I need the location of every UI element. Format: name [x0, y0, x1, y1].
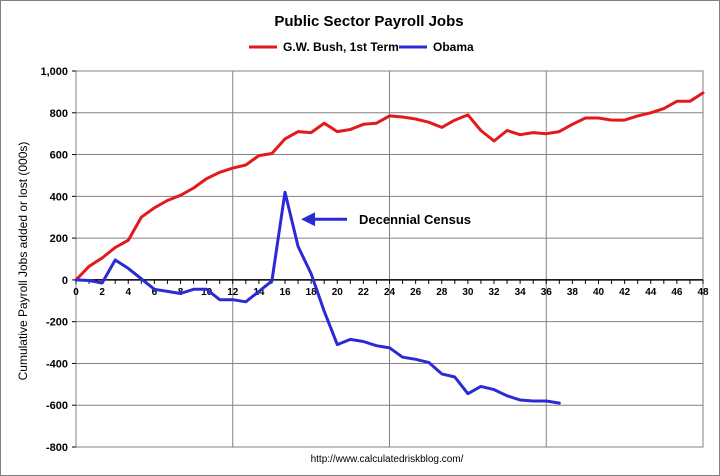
- x-tick-label: 2: [99, 287, 105, 298]
- y-tick-label: 1,000: [40, 66, 68, 78]
- y-tick-label: 800: [50, 108, 68, 120]
- x-tick-label: 42: [619, 287, 631, 298]
- x-tick-label: 10: [201, 287, 213, 298]
- annotation-arrow-head: [301, 212, 316, 227]
- y-tick-label: 600: [50, 150, 68, 162]
- x-tick-label: 30: [462, 287, 474, 298]
- x-tick-label: 38: [567, 287, 579, 298]
- y-axis-label: Cumulative Payroll Jobs added or lost (0…: [16, 142, 30, 381]
- y-tick-label: 400: [50, 191, 68, 203]
- x-tick-label: 18: [306, 287, 318, 298]
- grid: [76, 70, 703, 448]
- x-tick-label: 46: [671, 287, 683, 298]
- y-tick-label: -400: [46, 358, 68, 370]
- x-tick-label: 0: [73, 287, 79, 298]
- legend-label-obama: Obama: [433, 40, 474, 54]
- annotation: Decennial Census: [301, 212, 471, 227]
- x-tick-label: 44: [645, 287, 657, 298]
- y-tick-label: -200: [46, 317, 68, 329]
- x-tick-label: 6: [152, 287, 158, 298]
- plot-area: [75, 70, 704, 448]
- x-tick-label: 28: [436, 287, 448, 298]
- y-axis-ticks: -800 -600 -400 -200 0 200 400 600 800 1,000: [40, 66, 76, 454]
- x-tick-label: 32: [488, 287, 500, 298]
- y-tick-label: 0: [62, 275, 68, 287]
- y-tick-label: -800: [46, 442, 68, 454]
- x-tick-label: 40: [593, 287, 605, 298]
- legend: G.W. Bush, 1st Term Obama: [249, 40, 474, 54]
- y-tick-label: -600: [46, 400, 68, 412]
- x-axis-ticks: 0 2 4 6 8 10 12 14 16 18 20 22 24 26 28 30 32 34 36 38 40 42 4…: [73, 279, 709, 298]
- x-tick-label: 48: [697, 287, 709, 298]
- legend-label-bush: G.W. Bush, 1st Term: [283, 40, 399, 54]
- x-tick-label: 16: [279, 287, 291, 298]
- source-url: http://www.calculatedriskblog.com/: [311, 454, 464, 465]
- annotation-label: Decennial Census: [359, 212, 471, 227]
- x-tick-label: 36: [541, 287, 553, 298]
- x-tick-label: 24: [384, 287, 396, 298]
- chart-title: Public Sector Payroll Jobs: [274, 13, 463, 30]
- x-tick-label: 26: [410, 287, 422, 298]
- x-tick-label: 34: [515, 287, 527, 298]
- y-tick-label: 200: [50, 233, 68, 245]
- x-tick-label: 22: [358, 287, 370, 298]
- x-tick-label: 4: [125, 287, 131, 298]
- series-line-bush: [74, 91, 705, 282]
- series-line-obama: [74, 190, 561, 405]
- series: [74, 91, 705, 405]
- x-tick-label: 12: [227, 287, 239, 298]
- x-tick-label: 20: [332, 287, 344, 298]
